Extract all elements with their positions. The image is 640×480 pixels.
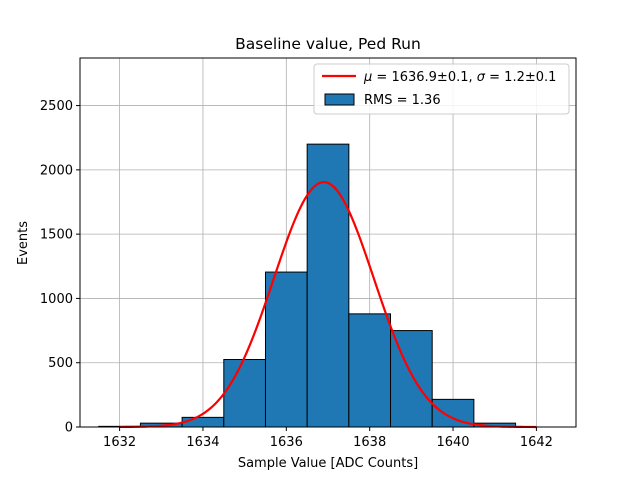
y-tick-label: 1000 bbox=[40, 292, 73, 307]
x-tick-label: 1640 bbox=[436, 435, 469, 450]
legend-fit-label: μ = 1636.9±0.1, σ = 1.2±0.1 bbox=[363, 70, 556, 85]
legend-box bbox=[313, 63, 570, 115]
y-axis-label: Events bbox=[16, 221, 31, 265]
chart-title: Baseline value, Ped Run bbox=[235, 35, 421, 53]
histogram-bar bbox=[181, 416, 225, 428]
x-tick-label: 1636 bbox=[270, 435, 303, 450]
legend-mu-value: = 1636.9±0.1, bbox=[372, 70, 476, 85]
axis-ticks: 1632 1634 1636 1638 1640 1642 0 500 1000 1500 2000… bbox=[40, 99, 553, 450]
legend-hist-swatch bbox=[324, 93, 355, 106]
legend-sigma-symbol: σ bbox=[477, 70, 486, 85]
x-axis-label: Sample Value [ADC Counts] bbox=[238, 456, 418, 471]
legend-hist-label: RMS = 1.36 bbox=[364, 93, 441, 108]
plot-frame bbox=[79, 57, 577, 428]
gaussian-fit bbox=[119, 180, 537, 429]
histogram-bars bbox=[98, 143, 517, 428]
histogram-bar bbox=[223, 359, 266, 428]
x-tick-label: 1638 bbox=[353, 435, 386, 450]
y-tick-label: 1500 bbox=[40, 228, 73, 243]
histogram-bar bbox=[264, 271, 308, 428]
x-tick-label: 1634 bbox=[186, 435, 219, 450]
legend-mu-symbol: μ bbox=[363, 70, 372, 85]
histogram-bar bbox=[348, 313, 392, 428]
y-tick-label: 2500 bbox=[40, 99, 73, 114]
fit-curve bbox=[119, 180, 537, 429]
histogram-bar bbox=[306, 143, 350, 428]
y-tick-label: 2000 bbox=[40, 163, 73, 178]
x-tick-label: 1632 bbox=[103, 435, 136, 450]
x-tick-label: 1642 bbox=[520, 435, 553, 450]
y-tick-label: 500 bbox=[48, 356, 73, 371]
legend-sigma-value: = 1.2±0.1 bbox=[485, 70, 556, 85]
legend: μ = 1636.9±0.1, σ = 1.2±0.1 RMS = 1.36 bbox=[313, 63, 570, 115]
y-tick-label: 0 bbox=[65, 421, 73, 436]
